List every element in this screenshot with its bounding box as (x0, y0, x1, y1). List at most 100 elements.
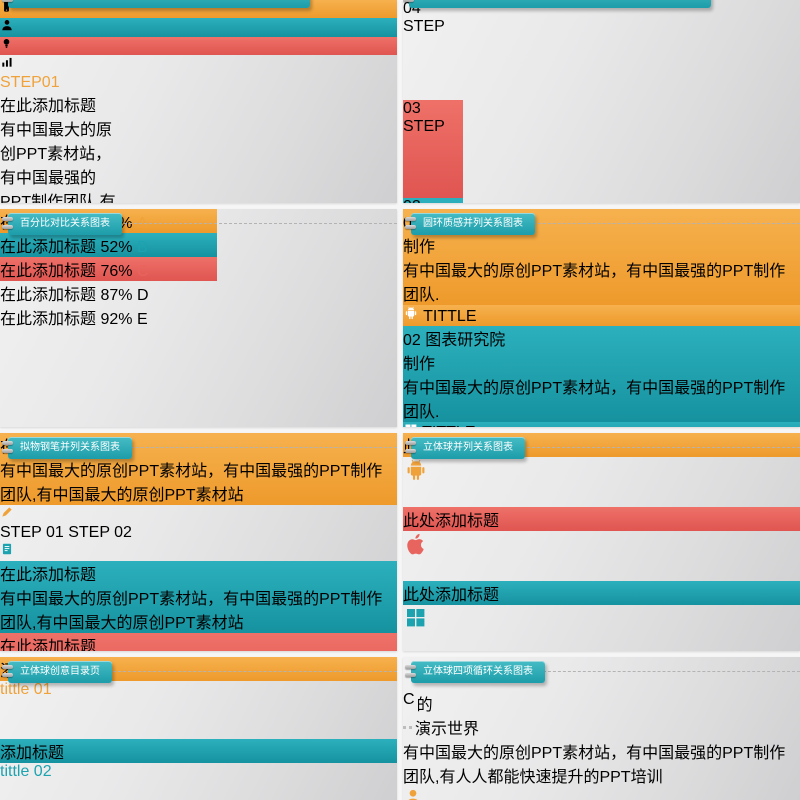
step-label: STEP (403, 118, 445, 135)
toc-ball-1: tittle 01 (0, 681, 58, 739)
badge-label: TITTLE (423, 308, 477, 325)
pen-item-2: 在此添加标题 有中国最大的原创PPT素材站，有中国最强的PPT制作团队,有中国最… (0, 561, 397, 633)
ball-3 (403, 605, 453, 651)
bulb-icon (0, 37, 13, 54)
slide-arrow-steps[interactable]: 04 STEP 03 STEP 02 STEP 01 STEP > > > (403, 0, 800, 203)
bar-letter-badge: B (136, 239, 148, 256)
arrow-step-3: 03 STEP (403, 100, 463, 198)
bar-label: 在此添加标题 (0, 263, 97, 280)
slide-ball-toc[interactable]: 立体球创意目录页 添加标题 tittle 01 添加标题 tittle 02 添… (0, 657, 397, 800)
card-subtitle: 制作 (403, 239, 436, 256)
dashed-line (533, 671, 800, 672)
slide-header-tab (2, 0, 310, 8)
item-body: 有中国最大的原创PPT素材站，有中国最强的PPT制作团队,有中国最大的原创PPT… (0, 591, 383, 632)
step-number: 03 (403, 100, 421, 117)
slide-header-tab: 圆环质感并列关系图表 (405, 213, 535, 235)
binder-ring-icon (2, 673, 13, 677)
ball-2 (403, 531, 453, 581)
slide-header-tab (403, 0, 711, 8)
ball-pill-3: 此处添加标题 (403, 581, 800, 605)
percent-bar-d: 在此添加标题 87% D (0, 281, 217, 305)
ball-number: 01 (33, 681, 52, 698)
dashed-line (507, 447, 800, 448)
ring-badge-2: TITTLE (403, 422, 800, 427)
step-label: STEP (403, 18, 445, 35)
step-number: 02 (403, 198, 463, 203)
binder-ring-icon (403, 0, 414, 2)
ball-small-label: tittle (0, 681, 30, 698)
slide-header-tab: 拟物钢笔并列关系图表 (2, 437, 132, 459)
percent-bar-e: 在此添加标题 92% E (0, 305, 217, 329)
slide-pen-list[interactable]: 拟物钢笔并列关系图表 在此添加标题 有中国最大的原创PPT素材站，有中国最强的P… (0, 433, 397, 651)
slide-globe-steps[interactable]: STEP01 在此添加标题 有中国最大的原创PPT素材站，有中国最强的PPT制作… (0, 0, 397, 203)
dot (409, 725, 412, 729)
binder-ring-icon (405, 441, 416, 445)
item-title: 在此添加标题 (0, 639, 97, 651)
card-number: 02 (403, 332, 421, 349)
binder-ring-icon (405, 673, 416, 677)
binder-ring-icon (2, 441, 13, 445)
step-label: STEP (68, 524, 110, 541)
item-title: 在此添加标题 (0, 567, 97, 584)
slide-ball-list[interactable]: 立体球并列关系图表 此处添加标题 此处添加标题 此处添加标题 (403, 433, 800, 651)
slide-header-tab: 立体球四项循环关系图表 (405, 661, 545, 683)
step-title: 在此添加标题 (0, 98, 97, 115)
center-body: 有中国最大的原创PPT素材站，有中国最强的PPT制作团队,有人人都能快速提升的P… (403, 745, 786, 786)
bar-percent: 52% (100, 239, 133, 256)
apple-icon (403, 533, 429, 561)
ring-card-2: 02 图表研究院 制作 有中国最大的原创PPT素材站，有中国最强的PPT制作团队. (403, 326, 800, 422)
person-icon (0, 19, 14, 36)
pen-item-3: 在此添加标题 有中国最大的原创PPT素材站，有中国最强的PPT制作团队,有中国最… (0, 633, 397, 651)
dashed-line (104, 223, 397, 224)
slide-header-tab: 立体球并列关系图表 (405, 437, 525, 459)
slide-title: 立体球四项循环关系图表 (423, 666, 533, 677)
phone-icon (0, 0, 13, 17)
center-letter: C (403, 691, 415, 708)
pill-label: 此处添加标题 (403, 581, 800, 605)
ball-number: 02 (33, 763, 52, 780)
binder-ring-icon (2, 225, 13, 229)
slide-header-tab: 百分比对比关系图表 (2, 213, 122, 235)
globe-step-1: STEP01 在此添加标题 有中国最大的原创PPT素材站，有中国最强的PPT制作… (0, 74, 118, 203)
binder-ring-icon (2, 217, 13, 221)
globe-band-coral (0, 37, 397, 55)
card-title: 图表研究院 (425, 332, 506, 349)
ring-badge-1: TITTLE (403, 305, 800, 326)
globe-graphic (0, 0, 397, 74)
slide-title: 立体球创意目录页 (20, 666, 100, 677)
bar-percent: 76% (100, 263, 133, 280)
badge-label: TITTLE (422, 424, 475, 427)
step-number: 01 (45, 524, 64, 541)
arrow-shape (0, 542, 397, 561)
dashed-line (513, 223, 800, 224)
bar-percent: 92% (100, 311, 133, 328)
ball-small-label: tittle (0, 763, 30, 780)
bar-letter-badge: D (136, 287, 149, 304)
document-icon (0, 543, 14, 560)
bar-label: 在此添加标题 (0, 287, 97, 304)
arrow-step-2: 02 STEP (403, 198, 463, 203)
slide-percent-bars[interactable]: 百分比对比关系图表 在此添加标题 35% A 在此添加标题 52% B 在此添加… (0, 209, 397, 427)
dashed-line (116, 447, 397, 448)
slide-title: 圆环质感并列关系图表 (423, 218, 523, 229)
binder-ring-icon (2, 665, 13, 669)
bar-label: 在此添加标题 (0, 311, 97, 328)
binder-ring-icon (2, 0, 13, 2)
card-subtitle: 制作 (403, 356, 436, 373)
percent-bar-c: 在此添加标题 76% C (0, 257, 217, 281)
binder-ring-icon (405, 217, 416, 221)
card-body: 有中国最大的原创PPT素材站，有中国最强的PPT制作团队. (403, 263, 786, 304)
step-number: 02 (114, 524, 132, 541)
binder-ring-icon (405, 449, 416, 453)
slide-title: 立体球并列关系图表 (423, 442, 513, 453)
arrow-step-4: 04 STEP (403, 0, 461, 100)
center-word: 的 (416, 697, 433, 714)
step-body: 有中国最大的原创PPT素材站，有中国最强的PPT制作团队,有人人都能快速提升的P… (0, 122, 116, 203)
slide-header-tab: 立体球创意目录页 (2, 661, 112, 683)
slide-title: 百分比对比关系图表 (20, 218, 110, 229)
android-icon (403, 459, 429, 487)
